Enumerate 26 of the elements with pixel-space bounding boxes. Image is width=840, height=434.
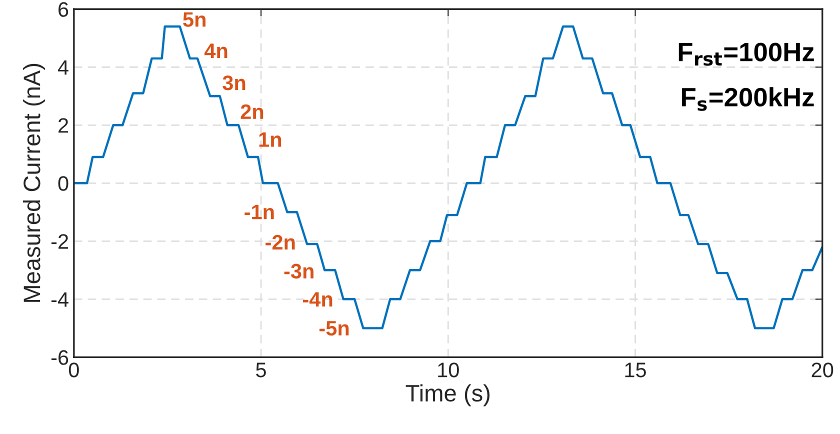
x-tick-label: 15 <box>625 362 646 378</box>
y-tick-label: -4 <box>51 292 68 307</box>
y-tick-label: 0 <box>58 176 68 191</box>
x-tick-label: 0 <box>68 362 79 378</box>
annotation: -3n <box>284 264 314 279</box>
annotation: F$_{rst}$=100Hz <box>678 42 814 66</box>
x-axis-title: Time (s) <box>406 384 490 406</box>
annotation: -2n <box>266 234 295 250</box>
y-tick-label: 4 <box>58 60 68 75</box>
x-tick-label: 10 <box>438 362 459 378</box>
annotation: 3n <box>222 75 246 90</box>
annotation: -1n <box>244 204 274 220</box>
annotation: -4n <box>303 292 332 307</box>
y-tick-label: 6 <box>58 2 68 17</box>
x-tick-label: 5 <box>256 362 266 378</box>
annotation: -5n <box>319 321 349 336</box>
y-tick-label: -2 <box>51 234 68 249</box>
annotation: F$_{s}$=200kHz <box>682 87 814 111</box>
y-tick-label: -6 <box>51 350 68 365</box>
annotation: 1n <box>259 132 282 147</box>
annotation: 5n <box>183 12 206 27</box>
y-tick-label: 2 <box>58 118 68 133</box>
y-axis-title: Measured Current (nA) <box>22 64 45 302</box>
x-tick-label: 20 <box>812 362 834 378</box>
annotation: 2n <box>240 104 264 119</box>
annotation: 4n <box>204 44 228 58</box>
